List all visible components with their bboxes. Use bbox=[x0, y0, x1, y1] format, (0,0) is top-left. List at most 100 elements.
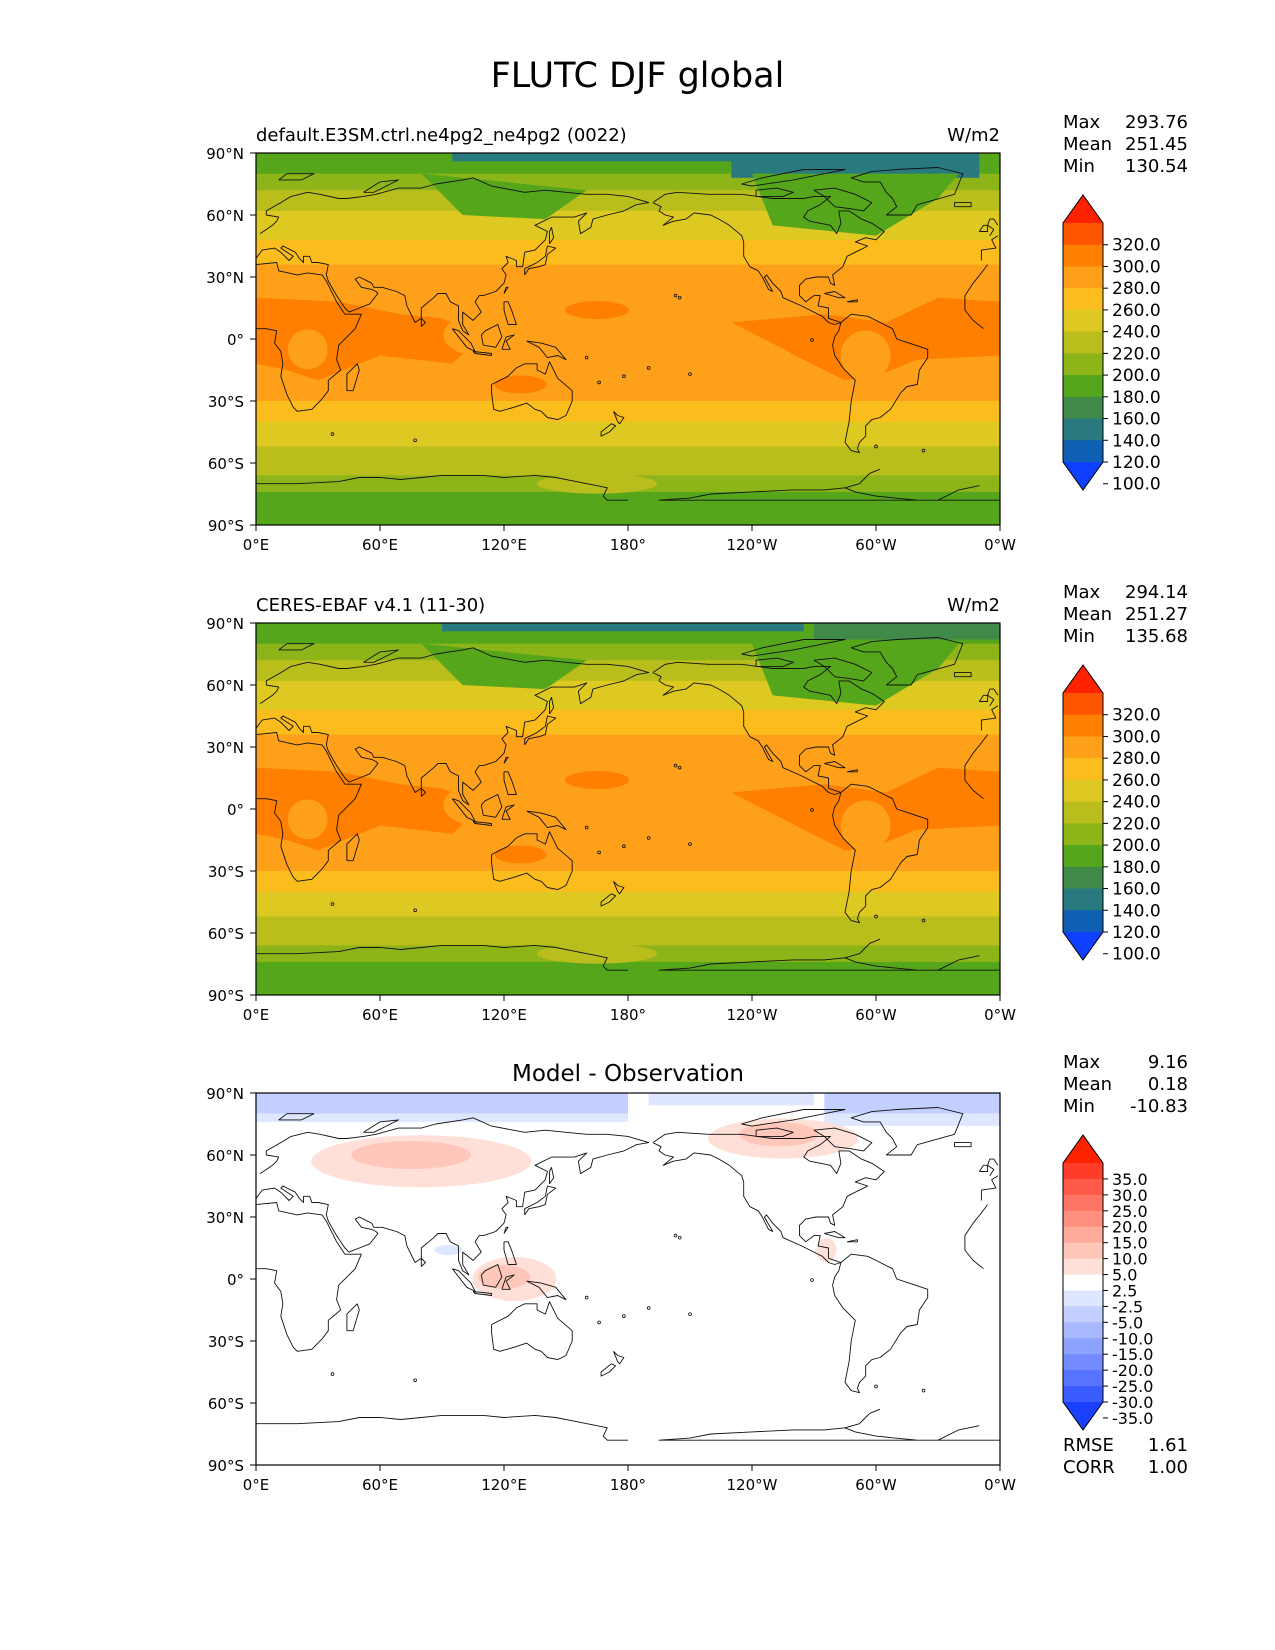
y-tick-label: 90°S bbox=[208, 987, 244, 1005]
y-tick-label: 0° bbox=[227, 1271, 244, 1289]
field-patch bbox=[452, 153, 732, 162]
colorbar-segment bbox=[1063, 1354, 1103, 1371]
colorbar-label: -2.5 bbox=[1112, 1297, 1143, 1316]
colorbar-segment bbox=[1063, 736, 1103, 759]
field-patch bbox=[256, 1093, 628, 1114]
x-tick-label: 60°E bbox=[362, 1006, 398, 1024]
coastline-svalbard bbox=[278, 1113, 315, 1121]
colorbar-segment bbox=[1063, 1258, 1103, 1275]
stat-value: 251.27 bbox=[1125, 604, 1188, 625]
y-tick-label: 90°S bbox=[208, 517, 244, 535]
coastline-java bbox=[472, 1290, 493, 1296]
island bbox=[584, 1295, 589, 1300]
x-tick-label: 120°W bbox=[727, 536, 778, 554]
coastline-baffin bbox=[813, 187, 873, 212]
field-patch bbox=[478, 1264, 530, 1289]
colorbar-label: 25.0 bbox=[1112, 1202, 1148, 1221]
coastline-sulawesi bbox=[501, 334, 515, 350]
island bbox=[646, 836, 651, 840]
coastline-iceland bbox=[954, 1142, 972, 1148]
coastline-baffin bbox=[813, 1127, 873, 1152]
colorbar-label: 260.0 bbox=[1112, 771, 1161, 791]
field-patch bbox=[256, 1113, 628, 1122]
coastline-australia bbox=[491, 831, 573, 891]
island bbox=[622, 374, 626, 379]
field-patch bbox=[824, 1093, 1000, 1114]
island bbox=[597, 850, 601, 855]
coastline-hispaniola bbox=[847, 299, 858, 303]
colorbar-segment bbox=[1063, 1242, 1103, 1259]
x-tick-label: 60°E bbox=[362, 1476, 398, 1494]
island bbox=[622, 844, 626, 848]
colorbar-label: 10.0 bbox=[1112, 1250, 1148, 1269]
colorbar-segment bbox=[1063, 266, 1103, 289]
colorbar-segment bbox=[1063, 1370, 1103, 1387]
stat-value: 293.76 bbox=[1125, 112, 1188, 133]
island bbox=[677, 295, 682, 300]
field-patch bbox=[537, 473, 657, 494]
coastline-taiwan bbox=[503, 286, 509, 294]
stat-value: 130.54 bbox=[1125, 156, 1188, 177]
coastline-newguinea bbox=[526, 810, 567, 831]
field-band bbox=[256, 709, 1000, 736]
field-band bbox=[256, 734, 1000, 756]
y-tick-label: 0° bbox=[227, 801, 244, 819]
coastline-northamerica bbox=[652, 191, 885, 325]
field-patch bbox=[752, 173, 959, 236]
field-patch bbox=[434, 1245, 463, 1256]
colorbar-segment bbox=[1063, 288, 1103, 311]
stat-value: 135.68 bbox=[1125, 626, 1188, 647]
coastline-madagascar bbox=[346, 1303, 360, 1332]
coastline-africa bbox=[256, 732, 988, 882]
colorbar-segment bbox=[1063, 1338, 1103, 1355]
field-patch bbox=[814, 623, 1000, 640]
y-tick-label: 90°N bbox=[206, 145, 244, 163]
coastline-philippines bbox=[503, 771, 517, 795]
colorbar-segment bbox=[1063, 1274, 1103, 1291]
coastline-newguinea bbox=[526, 1280, 567, 1301]
field-patch bbox=[840, 330, 891, 381]
y-tick-label: 0° bbox=[227, 331, 244, 349]
colorbar-label: 320.0 bbox=[1112, 236, 1161, 256]
map-group bbox=[255, 622, 1001, 996]
coastline-britain bbox=[987, 688, 999, 706]
y-tick-label: 60°N bbox=[206, 1147, 244, 1165]
island bbox=[646, 366, 651, 370]
field-band bbox=[256, 508, 1000, 525]
coastline-newzealand_n bbox=[613, 410, 625, 425]
y-tick-label: 60°S bbox=[208, 455, 244, 473]
coastline-arctic_is bbox=[741, 1109, 846, 1127]
x-tick-label: 0°E bbox=[243, 536, 270, 554]
field-patch bbox=[287, 799, 328, 840]
field-patch bbox=[738, 1122, 819, 1147]
coastline-svalbard bbox=[278, 173, 315, 181]
coastline-iceland bbox=[954, 202, 972, 208]
colorbar-label: 180.0 bbox=[1112, 858, 1161, 878]
colorbar-segment bbox=[1063, 1226, 1103, 1244]
colorbar-segment bbox=[1063, 353, 1103, 376]
colorbar-label: -30.0 bbox=[1112, 1393, 1153, 1412]
map-field bbox=[256, 1093, 1000, 1465]
island bbox=[874, 444, 878, 449]
colorbar-label: -15.0 bbox=[1112, 1345, 1153, 1364]
field-patch bbox=[442, 623, 804, 632]
colorbar-label: 35.0 bbox=[1112, 1170, 1148, 1189]
island bbox=[874, 1384, 878, 1389]
colorbar-label: 220.0 bbox=[1112, 814, 1161, 834]
x-tick-label: 120°E bbox=[481, 536, 527, 554]
colorbar-segment bbox=[1063, 801, 1103, 824]
x-tick-label: 0°E bbox=[243, 1476, 270, 1494]
island bbox=[330, 432, 335, 436]
island bbox=[677, 1235, 682, 1240]
coastline-java bbox=[472, 820, 493, 826]
coastline-sakhalin bbox=[549, 1166, 555, 1185]
field-patch bbox=[752, 643, 959, 706]
coastline-borneo bbox=[480, 1264, 503, 1288]
island bbox=[677, 765, 682, 770]
coastline-newguinea bbox=[526, 340, 567, 361]
coastline-southamerica bbox=[832, 1253, 929, 1394]
colorbar-label: 260.0 bbox=[1112, 301, 1161, 321]
coastline-novaya bbox=[363, 649, 400, 663]
coastline-cuba bbox=[824, 761, 846, 769]
